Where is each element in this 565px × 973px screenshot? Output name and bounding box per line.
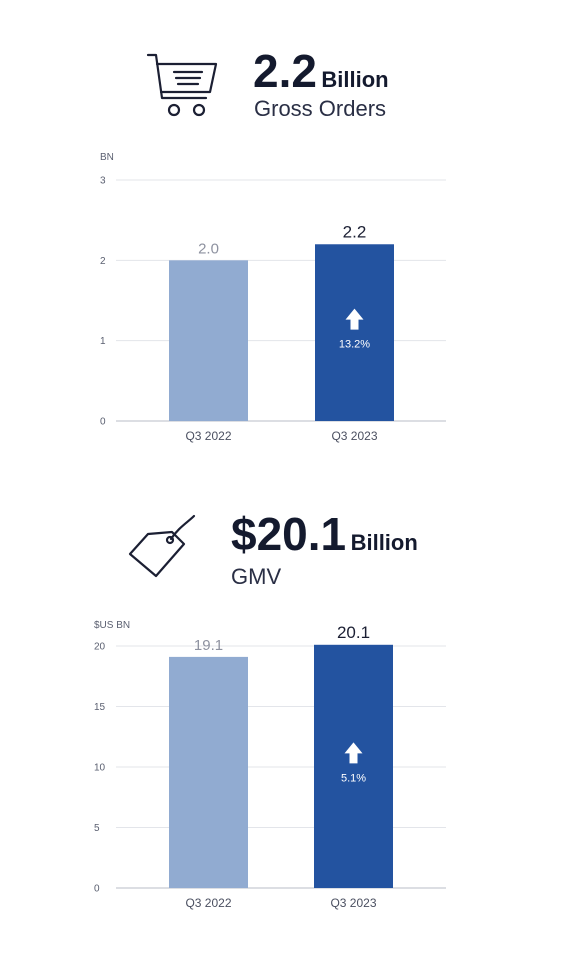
orders-y-tick-label: 3	[100, 176, 106, 187]
orders-y-tick-label: 2	[100, 256, 106, 267]
orders-value: 2.2	[253, 45, 317, 97]
orders-bar-chart: BN 0 1 2 3 2.0 Q3 2022 2.2 Q3 2023 13.2%	[100, 152, 446, 443]
gmv-unit-label: $US BN	[94, 620, 130, 631]
orders-category-label: Q3 2022	[185, 429, 231, 443]
gross-orders-panel: 2.2 Billion Gross Orders BN 0 1 2 3 2.0 Q3 202…	[0, 0, 565, 480]
gmv-category-label: Q3 2023	[330, 896, 376, 910]
gmv-y-tick-label: 15	[94, 702, 106, 713]
gmv-data-label: 20.1	[337, 623, 370, 642]
orders-headline: 2.2 Billion	[253, 44, 389, 98]
gmv-data-label: 19.1	[194, 637, 223, 654]
orders-unit: Billion	[321, 67, 389, 92]
gmv-label: GMV	[231, 564, 282, 589]
orders-growth-label: 13.2%	[339, 339, 370, 351]
gmv-y-tick-label: 10	[94, 763, 106, 774]
orders-category-label: Q3 2023	[331, 429, 377, 443]
gmv-value: $20.1	[231, 508, 347, 560]
orders-label: Gross Orders	[254, 96, 387, 121]
shopping-cart-icon	[146, 53, 218, 117]
gmv-bar-current	[314, 644, 393, 888]
orders-unit-label: BN	[100, 152, 114, 163]
gmv-y-tick-label: 20	[94, 642, 106, 653]
orders-data-label: 2.0	[198, 240, 219, 257]
gmv-bar-previous	[169, 656, 248, 888]
gmv-category-label: Q3 2022	[185, 896, 231, 910]
orders-data-label: 2.2	[343, 222, 367, 241]
gmv-unit: Billion	[350, 530, 418, 555]
gmv-growth-label: 5.1%	[341, 772, 366, 784]
price-tag-icon	[128, 514, 196, 578]
up-arrow-icon	[345, 308, 364, 330]
up-arrow-icon	[344, 742, 363, 764]
orders-y-tick-label: 0	[100, 417, 106, 428]
orders-y-tick-label: 1	[100, 336, 106, 347]
gmv-y-tick-label: 5	[94, 823, 100, 834]
gmv-y-tick-label: 0	[94, 884, 100, 895]
gmv-panel: $20.1 Billion GMV $US BN 0 5 10 15 20 19.1 Q3 2…	[0, 480, 565, 973]
orders-bar-previous	[169, 260, 248, 421]
orders-bar-current	[315, 244, 394, 421]
gmv-bar-chart: $US BN 0 5 10 15 20 19.1 Q3 2022 20.1 Q3 2023 5.1%	[94, 620, 446, 910]
gmv-headline: $20.1 Billion	[231, 507, 418, 561]
